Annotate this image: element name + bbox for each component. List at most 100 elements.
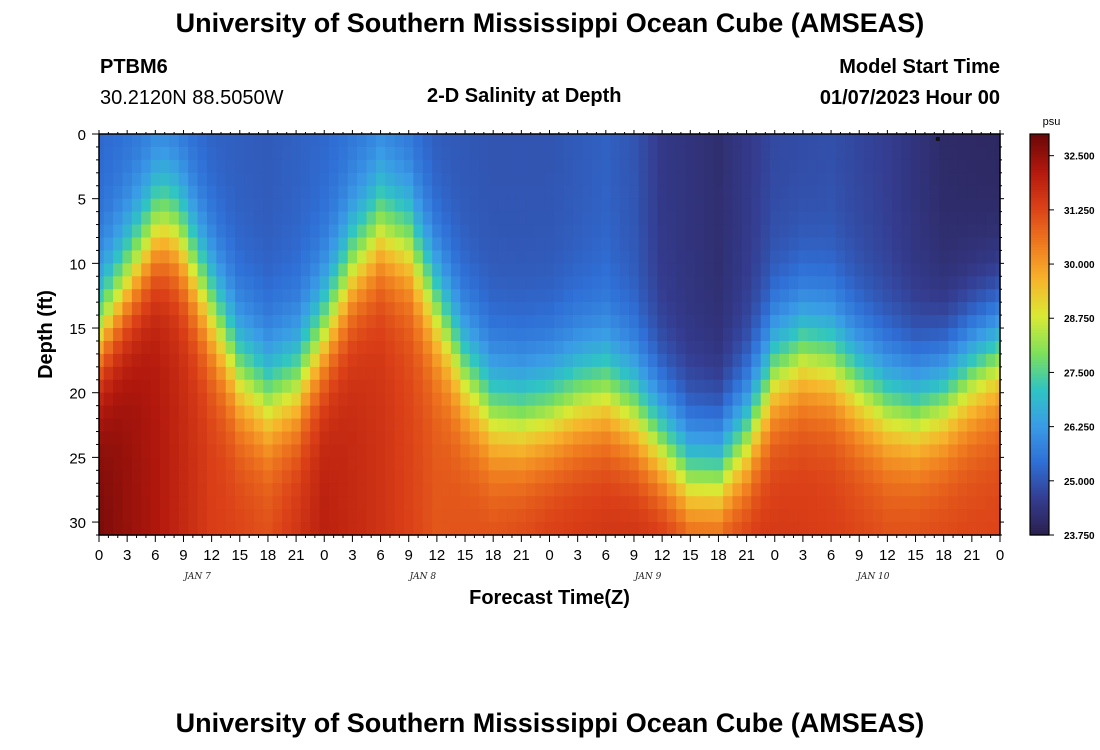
heatmap-cell	[310, 159, 321, 174]
heatmap-cell	[929, 379, 940, 394]
heatmap-cell	[188, 224, 199, 239]
heatmap-cell	[375, 509, 386, 523]
heatmap-cell	[272, 172, 283, 187]
heatmap-cell	[169, 405, 180, 420]
heatmap-cell	[413, 431, 424, 446]
heatmap-cell	[272, 134, 283, 148]
heatmap-cell	[122, 470, 133, 484]
heatmap-cell	[826, 379, 837, 394]
heatmap-cell	[760, 198, 771, 213]
heatmap-cell	[929, 405, 940, 420]
heatmap-cell	[976, 431, 987, 446]
heatmap-cell	[798, 289, 809, 303]
colorbar-segment	[1030, 276, 1049, 280]
colorbar-segment	[1030, 274, 1049, 278]
heatmap-cell	[291, 289, 302, 303]
heatmap-cell	[188, 211, 199, 226]
heatmap-cell	[188, 185, 199, 200]
heatmap-cell	[169, 509, 180, 523]
heatmap-cell	[291, 263, 302, 277]
heatmap-cell	[244, 340, 255, 355]
heatmap-cell	[169, 418, 180, 433]
heatmap-cell	[497, 224, 508, 239]
heatmap-cell	[206, 146, 217, 161]
heatmap-cell	[920, 159, 931, 174]
heatmap-cell	[544, 250, 555, 264]
heatmap-cell	[798, 392, 809, 407]
heatmap-cell	[591, 289, 602, 303]
heatmap-cell	[244, 457, 255, 471]
heatmap-cell	[422, 470, 433, 484]
heatmap-cell	[929, 159, 940, 174]
heatmap-cell	[770, 509, 781, 523]
heatmap-cell	[948, 444, 959, 458]
heatmap-cell	[657, 302, 668, 316]
heatmap-cell	[291, 431, 302, 446]
heatmap-cell	[263, 302, 274, 316]
heatmap-cell	[976, 185, 987, 200]
heatmap-cell	[235, 496, 246, 510]
heatmap-cell	[178, 250, 189, 264]
heatmap-cell	[516, 289, 527, 303]
heatmap-cell	[816, 366, 827, 381]
heatmap-cell	[469, 237, 480, 252]
heatmap-cell	[732, 418, 743, 433]
heatmap-cell	[741, 224, 752, 239]
heatmap-cell	[225, 315, 236, 329]
colorbar-segment	[1030, 291, 1049, 295]
heatmap-cell	[788, 444, 799, 458]
heatmap-cell	[741, 276, 752, 290]
heatmap-cell	[441, 509, 452, 523]
x-tick-label: 6	[376, 547, 384, 564]
heatmap-cell	[113, 315, 124, 329]
colorbar-segment	[1030, 174, 1049, 178]
heatmap-cell	[432, 405, 443, 420]
heatmap-cell	[507, 522, 518, 536]
heatmap-cell	[910, 340, 921, 355]
heatmap-cell	[263, 431, 274, 446]
colorbar-segment	[1030, 201, 1049, 205]
heatmap-cell	[845, 159, 856, 174]
heatmap-cell	[619, 353, 630, 368]
heatmap-cell	[619, 483, 630, 497]
heatmap-cell	[629, 263, 640, 277]
heatmap-cell	[901, 134, 912, 148]
heatmap-cell	[826, 276, 837, 290]
colorbar-segment	[1030, 261, 1049, 265]
heatmap-cell	[460, 172, 471, 187]
colorbar-segment	[1030, 264, 1049, 268]
heatmap-cell	[666, 392, 677, 407]
heatmap-cell	[873, 302, 884, 316]
heatmap-cell	[798, 172, 809, 187]
heatmap-cell	[113, 198, 124, 213]
heatmap-cell	[282, 379, 293, 394]
colorbar-segment	[1030, 414, 1049, 418]
heatmap-cell	[582, 159, 593, 174]
heatmap-cell	[807, 340, 818, 355]
heatmap-cell	[920, 340, 931, 355]
heatmap-cell	[469, 146, 480, 161]
heatmap-cell	[985, 159, 996, 174]
heatmap-cell	[938, 198, 949, 213]
heatmap-cell	[770, 172, 781, 187]
heatmap-cell	[948, 483, 959, 497]
station-id: PTBM6	[100, 56, 168, 78]
heatmap-cell	[807, 211, 818, 226]
heatmap-cell	[723, 353, 734, 368]
heatmap-cell	[873, 457, 884, 471]
colorbar-segment	[1030, 384, 1049, 388]
heatmap-cell	[206, 237, 217, 252]
heatmap-cell	[798, 353, 809, 368]
heatmap-cell	[976, 328, 987, 342]
heatmap-cell	[432, 496, 443, 510]
heatmap-cell	[131, 172, 142, 187]
heatmap-cell	[788, 405, 799, 420]
heatmap-cell	[526, 509, 537, 523]
heatmap-cell	[751, 379, 762, 394]
heatmap-cell	[610, 185, 621, 200]
x-tick-label: 6	[827, 547, 835, 564]
heatmap-cell	[479, 522, 490, 536]
heatmap-cell	[666, 134, 677, 148]
heatmap-cell	[497, 392, 508, 407]
heatmap-cell	[113, 134, 124, 148]
